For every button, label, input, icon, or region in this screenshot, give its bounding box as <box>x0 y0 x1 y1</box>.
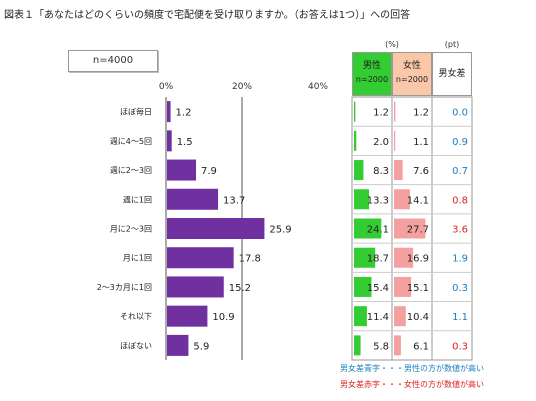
male-bar <box>354 160 364 181</box>
category-label: 月に1回 <box>123 254 152 263</box>
female-bar <box>394 276 412 297</box>
bar <box>167 334 189 356</box>
category-label: ほぼない <box>120 341 152 350</box>
bar <box>167 218 265 239</box>
chart-title: 図表１「あなたはどのくらいの頻度で宅配便を受け取りますか。（お答えは1つ）」への… <box>4 10 411 21</box>
bar-value-label: 13.7 <box>223 195 245 206</box>
diff-header-label: 男女差 <box>438 69 466 79</box>
x-tick-label: 40% <box>308 82 328 92</box>
female-value: 1.1 <box>413 137 429 148</box>
bar-value-label: 25.9 <box>269 225 291 236</box>
diff-value: 0.0 <box>452 108 468 119</box>
male-value: 2.0 <box>373 137 389 148</box>
diff-value: 1.1 <box>452 312 468 323</box>
diff-value: 0.3 <box>452 283 468 294</box>
bar-value-label: 17.8 <box>239 254 261 265</box>
category-label: 2～3カ月に1回 <box>97 283 152 292</box>
female-value: 10.4 <box>407 312 429 323</box>
unit-percent: (%) <box>385 40 399 49</box>
female-bar <box>394 160 403 181</box>
x-tick-label: 0% <box>159 82 174 92</box>
male-bar <box>354 247 376 268</box>
bar-value-label: 1.2 <box>176 108 192 119</box>
legend-female-higher: 男女差赤字・・・女性の方が数値が高い <box>340 380 484 389</box>
category-label: ほぼ毎日 <box>120 107 152 117</box>
male-bar <box>354 306 367 327</box>
female-value: 16.9 <box>407 254 429 265</box>
category-label: 月に2～3回 <box>110 225 152 234</box>
category-label: 週に1回 <box>123 195 152 204</box>
male-value: 18.7 <box>367 254 389 265</box>
diff-header: 男女差 <box>432 52 472 96</box>
diff-value: 0.3 <box>452 341 468 352</box>
female-header: 女性 n=2000 <box>392 52 432 96</box>
female-header-n: n=2000 <box>395 75 429 84</box>
diff-value: 0.7 <box>452 166 468 177</box>
male-bar <box>354 101 356 122</box>
male-bar <box>354 335 361 356</box>
unit-points: (pt) <box>444 40 460 49</box>
female-bar <box>394 218 426 239</box>
x-tick-label: 20% <box>232 82 252 92</box>
male-value: 15.4 <box>367 283 389 294</box>
male-bar <box>354 218 382 239</box>
category-label: 週に4～5回 <box>110 137 152 146</box>
category-label: 週に2～3回 <box>110 166 152 175</box>
legend-male-higher: 男女差青字・・・男性の方が数値が高い <box>340 364 484 373</box>
diff-value: 3.6 <box>452 225 468 236</box>
diff-value: 0.9 <box>452 137 468 148</box>
female-bar <box>394 189 410 210</box>
male-bar <box>354 130 357 151</box>
bar <box>167 276 224 298</box>
female-value: 1.2 <box>413 108 429 119</box>
female-bar <box>394 335 401 356</box>
bar <box>167 247 234 269</box>
diff-value: 0.8 <box>452 195 468 206</box>
male-header-n: n=2000 <box>355 75 389 84</box>
female-bar <box>394 130 396 151</box>
female-bar <box>394 101 396 122</box>
bar-value-label: 15.2 <box>229 283 251 294</box>
bar-value-label: 10.9 <box>212 312 234 323</box>
male-value: 8.3 <box>373 166 389 177</box>
male-value: 1.2 <box>373 108 389 119</box>
bar <box>167 188 219 210</box>
male-header-label: 男性 <box>362 61 381 71</box>
bar <box>167 130 172 152</box>
bar <box>167 305 208 327</box>
male-bar <box>354 276 372 297</box>
female-value: 27.7 <box>407 225 429 236</box>
bar-value-label: 1.5 <box>177 137 193 148</box>
bar <box>167 159 197 181</box>
sample-size-box: n=4000 <box>68 50 158 72</box>
bar-value-label: 7.9 <box>201 166 217 177</box>
female-header-label: 女性 <box>402 61 421 71</box>
female-value: 14.1 <box>407 195 429 206</box>
category-label: それ以下 <box>120 312 152 321</box>
male-header: 男性 n=2000 <box>352 52 392 96</box>
bar <box>167 101 171 123</box>
diff-value: 1.9 <box>452 254 468 265</box>
male-value: 11.4 <box>367 312 389 323</box>
male-value: 24.1 <box>367 225 389 236</box>
bar-value-label: 5.9 <box>193 341 209 352</box>
female-value: 6.1 <box>413 341 429 352</box>
female-bar <box>394 247 414 268</box>
male-value: 13.3 <box>367 195 389 206</box>
female-bar <box>394 306 406 327</box>
female-value: 15.1 <box>407 283 429 294</box>
male-value: 5.8 <box>373 341 389 352</box>
male-bar <box>354 189 370 210</box>
table-frame <box>351 96 473 361</box>
female-value: 7.6 <box>413 166 429 177</box>
